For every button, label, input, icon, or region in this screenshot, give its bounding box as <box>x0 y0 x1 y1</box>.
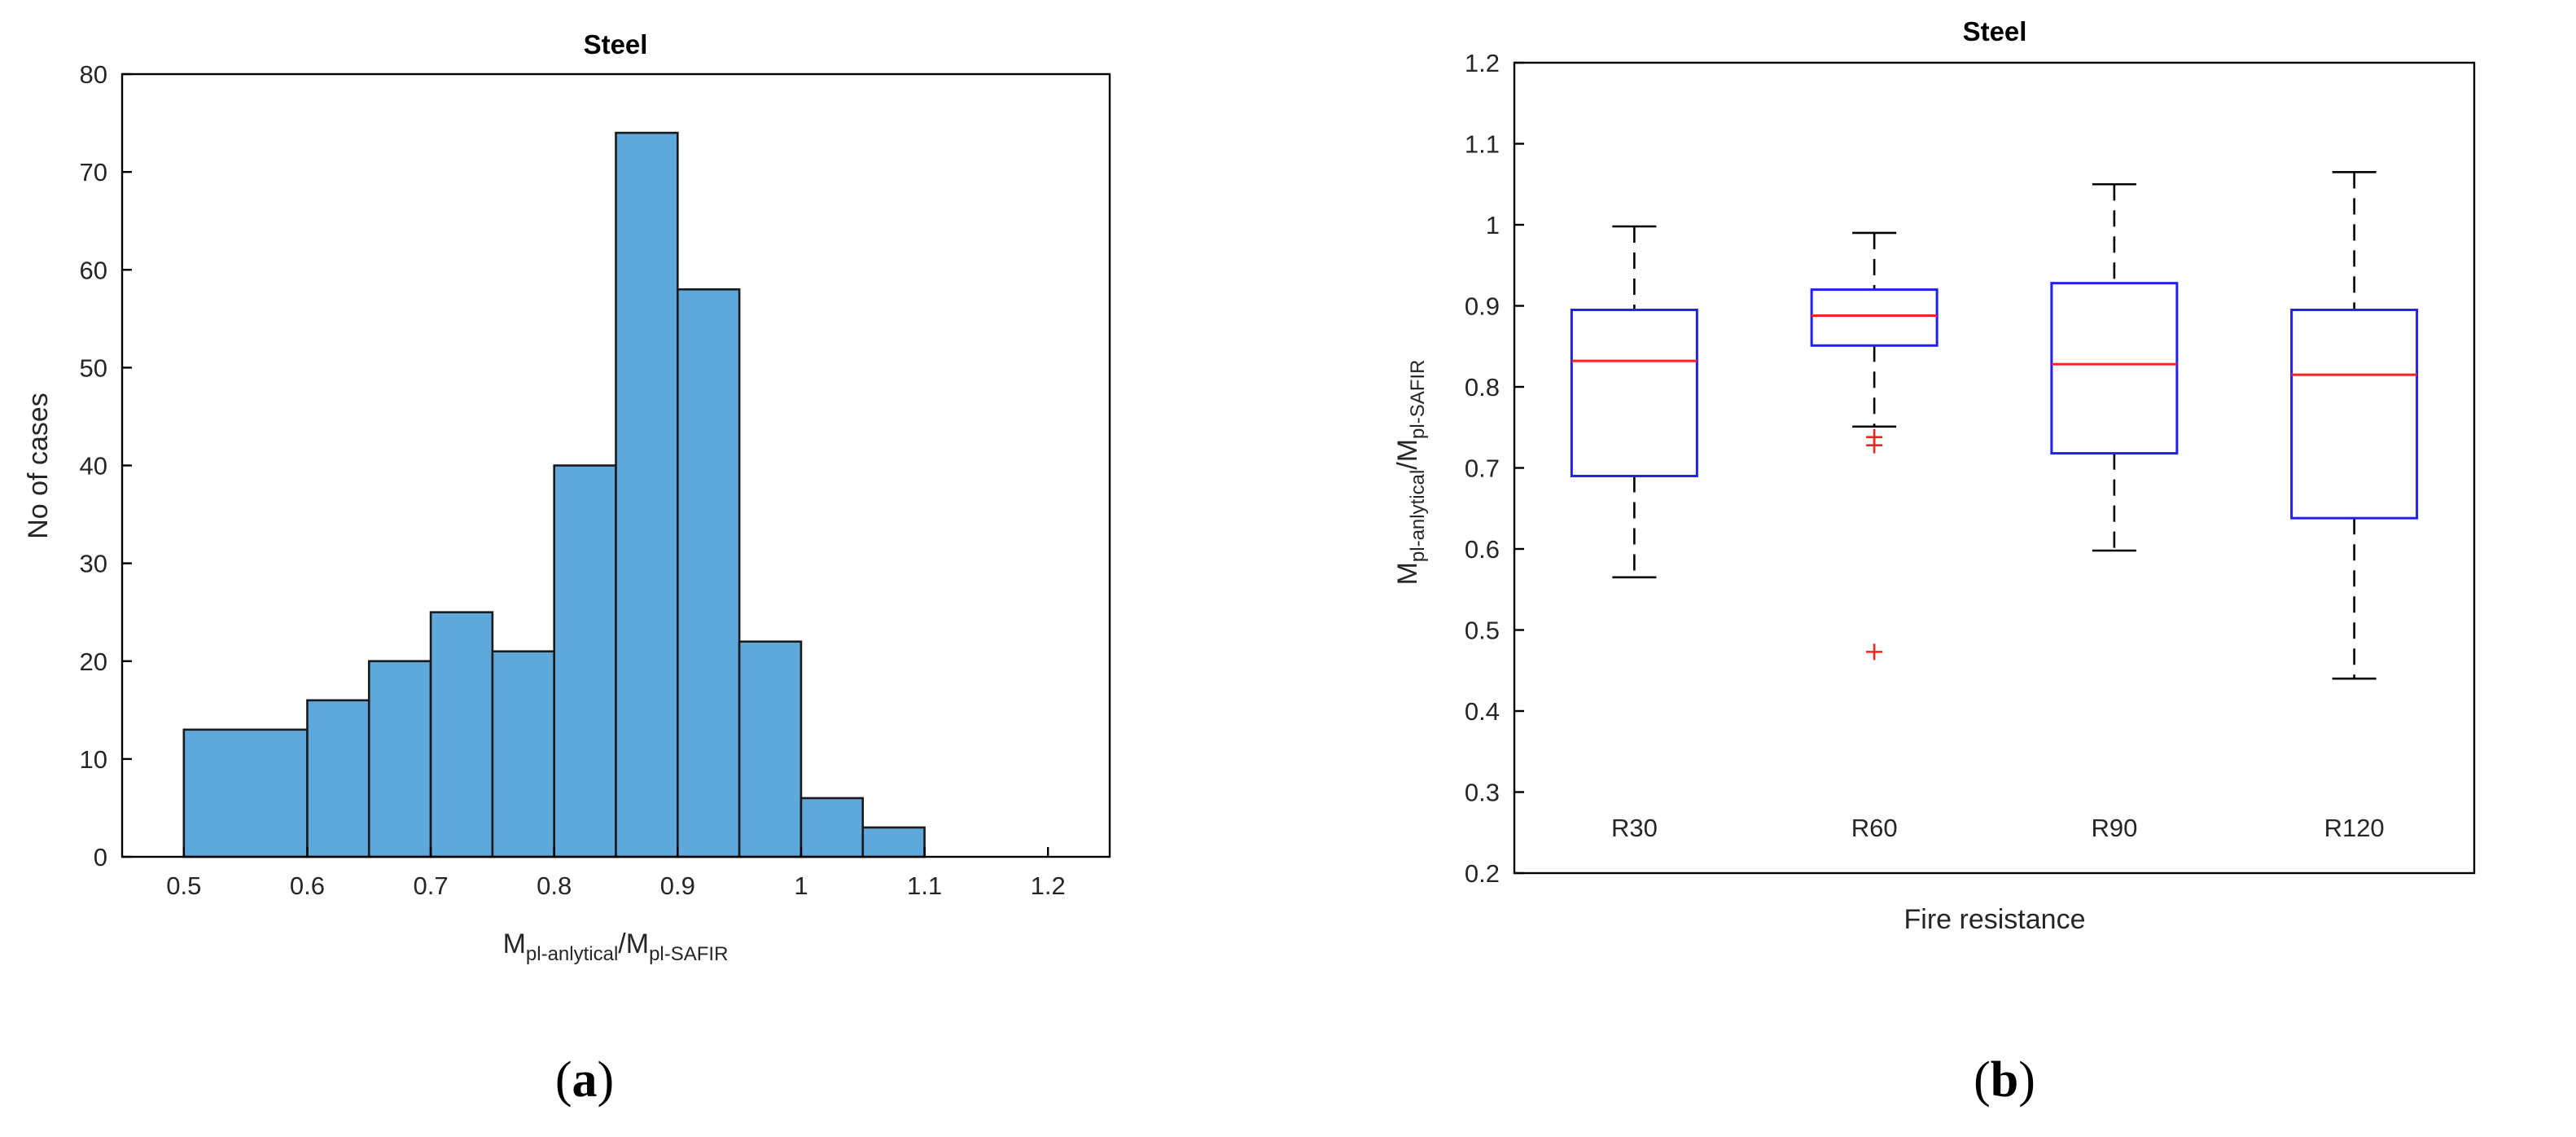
boxplot-y-tick-label: 0.5 <box>1465 617 1500 645</box>
boxplot-boxes <box>1570 171 2419 680</box>
boxplot-y-ticks: 0.2 0.3 0.4 0.5 0.6 0.7 0.8 0.9 1 1.1 1.2 <box>1465 49 1524 888</box>
histogram-title: Steel <box>584 29 648 59</box>
interquartile-box <box>2050 282 2179 455</box>
histogram-bar <box>367 660 432 858</box>
histogram-bars <box>182 131 926 858</box>
histogram-x-tick-label: 0.7 <box>414 871 449 900</box>
histogram-y-tick-label: 30 <box>80 550 107 578</box>
histogram-y-tick-label: 0 <box>94 843 107 871</box>
histogram-y-ticks: 0 10 20 30 40 50 60 70 80 <box>80 60 132 871</box>
box-r90 <box>2050 182 2179 552</box>
boxplot-category-label: R30 <box>1611 814 1658 842</box>
boxplot-y-tick-label: 0.8 <box>1465 373 1500 402</box>
histogram-bar <box>491 650 555 858</box>
histogram-y-tick-label: 60 <box>80 256 107 284</box>
panel-label-a: (a) <box>555 1052 614 1108</box>
boxplot-y-tick-label: 1.2 <box>1465 49 1500 77</box>
boxplot-chart: 0.2 0.3 0.4 0.5 0.6 0.7 0.8 0.9 1 1.1 1.2 R30 R60 R9… <box>1392 16 2476 935</box>
box-r30 <box>1570 225 1698 579</box>
histogram-x-tick-label: 0.9 <box>660 871 695 900</box>
histogram-x-tick-label: 1 <box>794 871 808 900</box>
histogram-x-tick-label: 1.1 <box>907 871 942 900</box>
histogram-y-tick-label: 10 <box>80 745 107 774</box>
histogram-bar <box>677 288 741 858</box>
histogram-y-tick-label: 50 <box>80 353 107 382</box>
boxplot-y-tick-label: 0.7 <box>1465 454 1500 483</box>
histogram-x-tick-label: 1.2 <box>1031 871 1066 900</box>
histogram-bar <box>182 728 309 858</box>
interquartile-box <box>1570 308 1698 477</box>
boxplot-category-label: R60 <box>1851 814 1898 842</box>
boxplot-category-label: R120 <box>2324 814 2385 842</box>
panel-label-b: (b) <box>1974 1052 2035 1108</box>
histogram-bar <box>553 464 617 858</box>
histogram-bar <box>306 699 370 858</box>
histogram-x-axis-label: Mpl-anlytical/Mpl-SAFIR <box>503 928 729 965</box>
histogram-bar <box>861 826 926 858</box>
boxplot-y-tick-label: 0.4 <box>1465 697 1500 726</box>
boxplot-x-axis-label: Fire resistance <box>1904 904 2086 935</box>
histogram-chart: 0.5 0.6 0.7 0.8 0.9 1 1.1 1.2 0 10 20 30 40 50 60 70 80… <box>23 29 1111 965</box>
outlier-marker <box>1866 643 1883 661</box>
histogram-bar <box>615 131 679 858</box>
interquartile-box <box>1810 288 1939 347</box>
boxplot-category-label: R90 <box>2091 814 2137 842</box>
boxplot-category-labels: R30 R60 R90 R120 <box>1611 814 2385 842</box>
histogram-x-tick-label: 0.6 <box>290 871 325 900</box>
histogram-y-tick-label: 70 <box>80 158 107 187</box>
boxplot-title: Steel <box>1963 16 2027 46</box>
histogram-x-ticks: 0.5 0.6 0.7 0.8 0.9 1 1.1 1.2 <box>166 847 1066 900</box>
histogram-bar <box>738 640 803 858</box>
histogram-y-tick-label: 40 <box>80 452 107 481</box>
boxplot-plot-frame <box>1513 61 2476 875</box>
histogram-y-tick-label: 20 <box>80 648 107 676</box>
histogram-y-tick-label: 80 <box>80 60 107 89</box>
boxplot-y-axis-label: Mpl-anlytical/Mpl-SAFIR <box>1392 360 1429 586</box>
box-r120 <box>2290 171 2419 680</box>
histogram-y-axis-label: No of cases <box>23 393 54 539</box>
histogram-bar <box>800 797 865 858</box>
histogram-bar <box>429 611 494 858</box>
histogram-x-tick-label: 0.5 <box>166 871 201 900</box>
interquartile-box <box>2290 308 2419 520</box>
boxplot-y-tick-label: 0.9 <box>1465 292 1500 321</box>
boxplot-y-tick-label: 1.1 <box>1465 130 1500 159</box>
boxplot-y-tick-label: 1 <box>1486 211 1500 239</box>
outlier-marker <box>1866 437 1883 454</box>
boxplot-y-tick-label: 0.3 <box>1465 779 1500 807</box>
boxplot-y-tick-label: 0.2 <box>1465 859 1500 888</box>
boxplot-y-tick-label: 0.6 <box>1465 535 1500 564</box>
histogram-x-tick-label: 0.8 <box>537 871 572 900</box>
box-r60 <box>1810 231 1939 661</box>
